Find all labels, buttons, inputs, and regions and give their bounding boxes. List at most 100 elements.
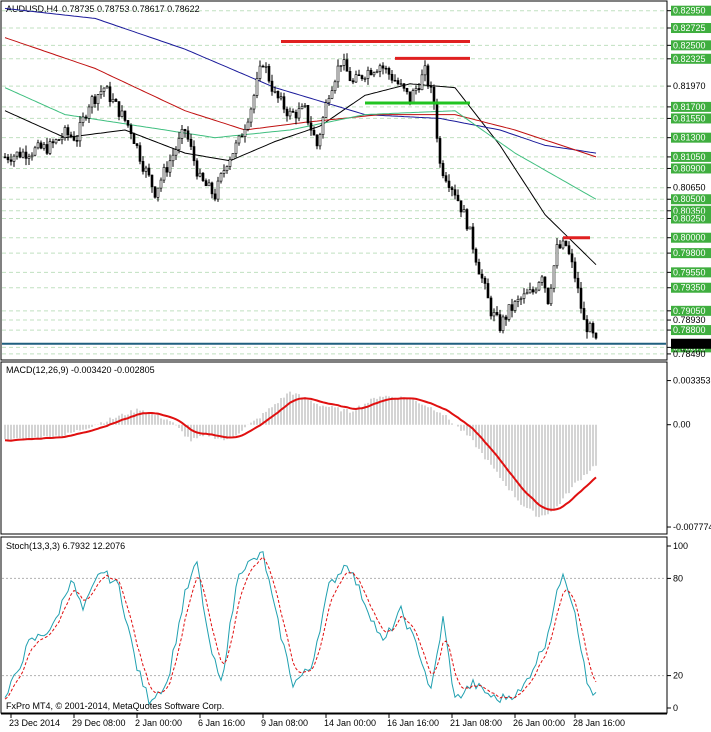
- price-tick-label: 0.82500: [673, 40, 706, 50]
- candle-body: [345, 59, 349, 72]
- candle-body: [123, 110, 127, 121]
- macd-axis: 0.003353 0.00 -0.007774: [667, 376, 711, 532]
- candle-body: [84, 116, 88, 119]
- price-level-box: [671, 132, 711, 143]
- candle-body: [519, 298, 523, 300]
- candle-body: [72, 136, 76, 141]
- candle-body: [48, 141, 52, 154]
- candle-body: [324, 102, 328, 118]
- candle-body: [480, 273, 484, 279]
- candle-body: [57, 139, 61, 141]
- candle-body: [408, 91, 412, 103]
- price-tick-label: 0.80500: [673, 194, 706, 204]
- candle-body: [465, 209, 469, 230]
- candle-body: [6, 156, 10, 161]
- candle-body: [555, 244, 559, 267]
- candle-body: [153, 186, 157, 198]
- candle-body: [81, 116, 85, 123]
- candle-body: [126, 120, 130, 126]
- candle-body: [120, 110, 124, 117]
- candle-body: [585, 319, 589, 333]
- candle-body: [357, 74, 361, 77]
- candle-body: [441, 163, 445, 176]
- candle-body: [219, 173, 223, 182]
- candle-body: [339, 65, 343, 67]
- candle-body: [195, 160, 199, 177]
- candle-body: [39, 142, 43, 149]
- candle-body: [147, 167, 151, 176]
- candle-body: [438, 138, 442, 164]
- stochastic-panel-frame: [0, 536, 668, 714]
- candle-body: [291, 110, 295, 113]
- candle-body: [303, 105, 307, 107]
- candle-body: [486, 283, 490, 299]
- candle-body: [312, 129, 316, 136]
- time-tick-label: 23 Dec 2014: [9, 718, 60, 728]
- price-tick-label: 0.80900: [673, 163, 706, 173]
- stochastic-k-line: [4, 551, 597, 706]
- horizontal-levels[interactable]: [281, 39, 590, 240]
- candle-body: [573, 261, 577, 279]
- candle-body: [549, 287, 553, 305]
- candle-body: [375, 71, 379, 73]
- candle-body: [36, 142, 40, 149]
- price-panel[interactable]: AUDUSD,H4 0.78735 0.78753 0.78617 0.7862…: [0, 0, 711, 361]
- price-level-box: [671, 205, 711, 216]
- macd-tick-label: 0.003353: [673, 376, 711, 386]
- stochastic-panel[interactable]: Stoch(13,3,3) 6.7932 12.2076 100 80 20 0 Fx…: [0, 536, 688, 714]
- stochastic-lines: [2, 551, 666, 706]
- candle-body: [198, 172, 202, 177]
- candle-body: [348, 70, 352, 81]
- stochastic-tick-label: 20: [673, 671, 683, 681]
- candle-body: [102, 87, 106, 92]
- price-level-box: [671, 248, 711, 259]
- price-tick-label: 0.80350: [673, 206, 706, 216]
- candle-body: [270, 80, 274, 92]
- candle-body: [180, 129, 184, 139]
- candle-body: [450, 187, 454, 190]
- price-tick-label: 0.82950: [673, 6, 706, 16]
- candle-body: [378, 65, 382, 72]
- candle-body: [243, 129, 247, 137]
- candle-body: [87, 106, 91, 119]
- candle-body: [177, 138, 181, 150]
- ohlc-label: 0.78735 0.78753 0.78617 0.78622: [62, 4, 200, 14]
- price-tick-label: 0.79350: [673, 283, 706, 293]
- price-tick-label: 0.79550: [673, 267, 706, 277]
- price-level-box: [671, 194, 711, 205]
- macd-panel-frame: [0, 361, 668, 535]
- candle-body: [216, 180, 220, 200]
- candle-body: [402, 83, 406, 89]
- candle-body: [369, 69, 373, 76]
- candle-body: [69, 134, 73, 137]
- candle-body: [552, 265, 556, 289]
- price-level-box: [671, 267, 711, 278]
- candle-body: [171, 154, 175, 162]
- candle-body: [33, 147, 37, 156]
- candle-body: [561, 240, 565, 249]
- candle-body: [354, 74, 358, 83]
- candle-body: [447, 180, 451, 188]
- candle-body: [204, 180, 208, 187]
- stochastic-tick-label: 80: [673, 573, 683, 583]
- time-tick-label: 9 Jan 08:00: [261, 718, 308, 728]
- candle-body: [351, 80, 355, 83]
- candle-body: [360, 75, 364, 79]
- candle-body: [393, 79, 397, 82]
- candle-body: [507, 304, 511, 320]
- candle-body: [327, 98, 331, 104]
- candle-body: [249, 108, 253, 123]
- candle-body: [183, 129, 187, 132]
- macd-panel[interactable]: MACD(12,26,9) -0.003420 -0.002805 0.0033…: [0, 361, 711, 535]
- candle-body: [75, 140, 79, 142]
- candle-body: [222, 170, 226, 174]
- candle-body: [501, 316, 505, 332]
- price-axis: 0.82950 0.82725 0.82500 0.82325 0.81970 0.817…: [2, 5, 711, 359]
- candle-body: [435, 103, 439, 139]
- candle-body: [276, 91, 280, 99]
- candle-body: [27, 156, 31, 159]
- candle-body: [42, 144, 46, 149]
- candle-body: [66, 127, 70, 136]
- candle-body: [399, 83, 403, 86]
- candle-body: [240, 135, 244, 138]
